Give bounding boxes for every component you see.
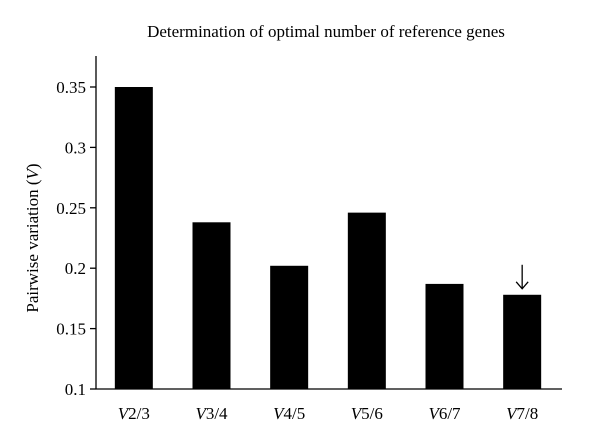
y-tick-label: 0.35 <box>56 78 86 97</box>
annotation <box>515 264 529 290</box>
x-tick-label: V4/5 <box>273 404 305 423</box>
y-tick-label: 0.3 <box>65 138 86 157</box>
x-tick-label: V5/6 <box>351 404 383 423</box>
bars <box>114 87 542 389</box>
y-axis: 0.1 0.15 0.2 0.25 0.3 0.35 <box>56 56 97 399</box>
down-arrow-icon <box>515 264 529 290</box>
y-tick-label: 0.2 <box>65 259 86 278</box>
chart-title: Determination of optimal number of refer… <box>147 22 505 41</box>
bar-V3-4 <box>192 222 231 389</box>
bar-V5-6 <box>347 212 386 389</box>
y-axis-title-part: Pairwise variation ( <box>23 179 42 312</box>
x-tick-label: V6/7 <box>428 404 461 423</box>
x-tick-label: V3/4 <box>195 404 228 423</box>
y-axis-title-part: V <box>23 166 42 179</box>
y-axis-label: Pairwise variation (V) <box>23 163 42 312</box>
x-tick-label: V7/8 <box>506 404 538 423</box>
x-tick-label: V2/3 <box>118 404 150 423</box>
y-tick-label: 0.1 <box>65 380 86 399</box>
x-axis: V2/3 V3/4 V4/5 V5/6 V6/7 V7/8 <box>96 388 562 423</box>
y-tick-label: 0.25 <box>56 199 86 218</box>
bar-V7-8 <box>503 294 542 389</box>
y-axis-title: Pairwise variation (V) <box>23 163 42 312</box>
bar-V2-3 <box>114 87 153 389</box>
bar-V6-7 <box>425 283 464 389</box>
y-tick-label: 0.15 <box>56 320 86 339</box>
y-axis-title-part: ) <box>23 163 42 169</box>
bar-V4-5 <box>270 265 309 389</box>
